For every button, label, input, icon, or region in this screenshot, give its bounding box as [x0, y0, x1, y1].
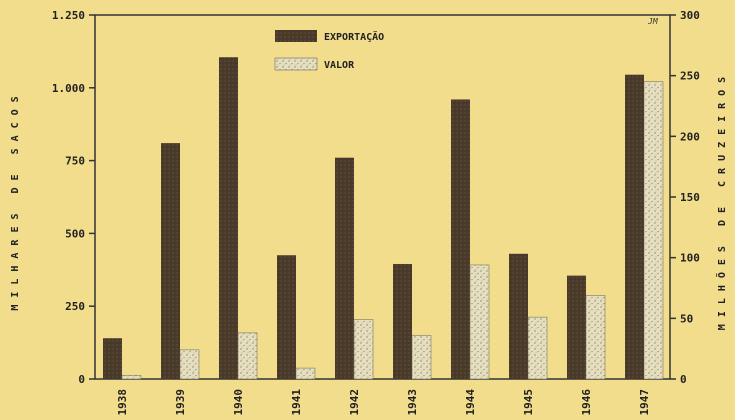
x-tick-label: 1940 [232, 389, 245, 416]
legend-swatch-valor [274, 57, 318, 71]
right-axis-ticks: 0 50 100 150 200 250 300 [670, 9, 700, 386]
left-tick-label: 500 [65, 227, 85, 240]
x-tick-label: 1946 [580, 389, 593, 416]
bar-valor-1938 [121, 375, 142, 380]
bar-exportacao-1943 [393, 263, 412, 379]
bar-valor-1941 [295, 367, 316, 380]
bar-exportacao-1939 [161, 143, 180, 379]
right-tick-label: 300 [680, 9, 700, 22]
x-tick-label: 1941 [290, 389, 303, 416]
x-tick-label: 1942 [348, 389, 361, 416]
bar-valor-1942 [353, 319, 374, 380]
bar-valor-1943 [411, 335, 432, 380]
x-tick-label: 1943 [406, 389, 419, 416]
legend-swatch-exportacao [275, 30, 317, 42]
right-tick-label: 250 [680, 70, 700, 83]
x-tick-label: 1939 [174, 389, 187, 416]
legend: EXPORTAÇÃO VALOR [274, 30, 384, 71]
bar-valor-1945 [527, 316, 548, 380]
bar-valor-1944 [469, 264, 490, 380]
left-tick-label: 1.000 [52, 82, 85, 95]
x-tick-label: 1945 [522, 389, 535, 416]
bar-valor-1946 [585, 295, 606, 380]
right-axis-title: MILHÕES DE CRUZEIROS [715, 70, 728, 330]
bar-exportacao-1940 [219, 57, 238, 379]
left-tick-label: 750 [65, 155, 85, 168]
bar-exportacao-1942 [335, 157, 354, 379]
corner-mark: JM [647, 17, 659, 26]
right-tick-label: 0 [680, 373, 687, 386]
legend-label-valor: VALOR [324, 60, 355, 71]
bar-exportacao-1941 [277, 255, 296, 379]
left-tick-label: 1.250 [52, 9, 85, 22]
right-tick-label: 100 [680, 252, 700, 265]
bar-valor-1947 [643, 81, 664, 380]
left-axis-ticks: 0 250 500 750 1.000 1.250 [52, 9, 95, 386]
bar-exportacao-1945 [509, 253, 528, 379]
bar-valor-1940 [237, 332, 258, 380]
left-tick-label: 250 [65, 300, 85, 313]
x-axis-labels: 1938 1939 1940 1941 1942 1943 1944 1945 1946 1947 [116, 389, 651, 416]
x-tick-label: 1938 [116, 389, 129, 416]
right-tick-label: 50 [680, 312, 693, 325]
bar-exportacao-1946 [567, 275, 586, 379]
bar-valor-1939 [179, 349, 200, 380]
right-tick-label: 150 [680, 191, 700, 204]
left-axis-title: MILHARES DE SACOS [10, 89, 21, 310]
bars [103, 57, 664, 380]
x-tick-label: 1947 [638, 389, 651, 416]
right-tick-label: 200 [680, 130, 700, 143]
bar-exportacao-1944 [451, 99, 470, 379]
left-tick-label: 0 [78, 373, 85, 386]
x-tick-label: 1944 [464, 389, 477, 416]
legend-label-exportacao: EXPORTAÇÃO [324, 30, 384, 43]
bar-exportacao-1938 [103, 338, 122, 379]
bar-exportacao-1947 [625, 74, 644, 380]
